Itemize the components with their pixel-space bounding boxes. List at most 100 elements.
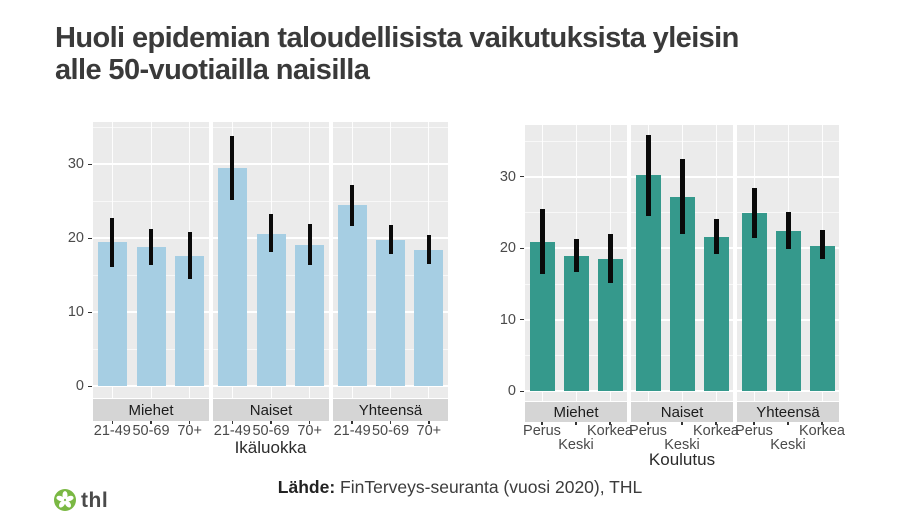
gridline-vertical: [541, 125, 543, 401]
error-bar: [110, 218, 115, 267]
bar: [256, 233, 286, 386]
facet-strip-label: Miehet: [553, 403, 599, 421]
error-bar: [388, 225, 393, 255]
x-tick-label: 50-69: [371, 423, 410, 439]
facet-strip: Naiset: [213, 399, 329, 421]
y-tick-label: 20: [67, 230, 84, 246]
error-bar: [679, 159, 685, 234]
gridline-vertical: [270, 122, 272, 398]
bar: [136, 246, 166, 386]
bar: [669, 196, 695, 391]
x-tick-label: Keski: [664, 437, 700, 453]
x-tick-label: 50-69: [132, 423, 170, 439]
bar: [597, 259, 623, 391]
facet-strip: Yhteensä: [737, 402, 839, 422]
x-tick-mark: [821, 422, 823, 425]
thl-flower-icon: [54, 489, 76, 511]
x-tick-label: Korkea: [799, 423, 845, 439]
source-caption: Lähde: FinTerveys-seuranta (vuosi 2020),…: [0, 477, 920, 498]
x-tick-mark: [111, 421, 114, 424]
gridline-major: [213, 311, 329, 313]
y-tick-mark: [88, 385, 92, 387]
error-bar: [573, 239, 579, 273]
gridline-vertical: [390, 122, 391, 398]
thl-logo: thl: [54, 489, 108, 511]
error-bar: [149, 229, 153, 265]
x-axis-title: Koulutus: [648, 450, 716, 469]
bar: [97, 242, 127, 386]
x-tick-label: 21-49: [333, 423, 371, 439]
gridline-major: [631, 247, 733, 249]
facet-panel: [333, 122, 448, 398]
bar: [414, 249, 444, 386]
gridline-vertical: [753, 125, 755, 401]
x-tick-mark: [231, 421, 234, 424]
y-tick-label: 30: [499, 168, 516, 185]
gridline-major: [93, 311, 209, 313]
gridline-vertical: [821, 125, 823, 401]
gridline-minor: [213, 349, 329, 350]
gridline-major: [333, 237, 448, 239]
gridline-vertical: [189, 122, 191, 398]
gridline-major: [631, 390, 733, 392]
bar: [635, 175, 661, 391]
x-tick-mark: [308, 421, 311, 424]
title-line-2: alle 50-vuotiailla naisilla: [55, 54, 370, 87]
error-bar: [426, 235, 431, 264]
bar: [703, 236, 729, 391]
x-tick-label: 50-69: [252, 423, 290, 439]
y-tick-mark: [88, 311, 92, 313]
x-tick-label: 70+: [297, 423, 322, 439]
gridline-vertical: [647, 125, 649, 401]
x-tick-mark: [787, 422, 789, 425]
x-tick-label: Korkea: [587, 423, 633, 439]
facet-strip: Miehet: [93, 399, 209, 421]
gridline-major: [737, 318, 839, 321]
gridline-vertical: [575, 125, 577, 401]
gridline-minor: [93, 201, 209, 202]
x-tick-mark: [351, 421, 353, 424]
bar: [217, 168, 247, 386]
x-tick-label: 21-49: [213, 423, 251, 439]
gridline-major: [213, 163, 329, 165]
gridline-major: [525, 175, 627, 178]
bar: [337, 205, 367, 386]
x-tick-label: 21-49: [93, 423, 131, 439]
gridline-minor: [525, 283, 627, 285]
source-label: Lähde:: [277, 477, 336, 497]
y-tick-mark: [520, 390, 524, 392]
gridline-minor: [525, 355, 627, 357]
error-bar: [187, 232, 192, 279]
error-bar: [645, 135, 651, 216]
x-tick-mark: [150, 421, 152, 424]
gridline-major: [525, 318, 627, 321]
x-tick-mark: [541, 422, 543, 425]
gridline-vertical: [111, 122, 113, 398]
facet-panel: [631, 125, 733, 401]
x-tick-mark: [428, 421, 430, 424]
gridline-major: [631, 175, 733, 178]
gridline-major: [93, 385, 209, 387]
title-line-1: Huoli epidemian taloudellisista vaikutuk…: [55, 22, 739, 54]
y-tick-mark: [88, 163, 92, 165]
facet-panel: [213, 122, 329, 398]
gridline-major: [333, 311, 448, 313]
error-bar: [751, 187, 757, 238]
gridline-major: [333, 385, 448, 387]
y-tick-label: 0: [75, 378, 84, 394]
y-tick-mark: [520, 319, 524, 320]
gridline-major: [525, 247, 627, 249]
x-tick-label: 70+: [177, 423, 202, 439]
y-tick-label: 10: [499, 311, 516, 328]
gridline-minor: [333, 349, 448, 350]
gridline-vertical: [231, 122, 233, 398]
y-tick-label: 30: [67, 156, 84, 172]
gridline-vertical: [609, 125, 611, 401]
bar: [563, 255, 589, 391]
gridline-minor: [737, 140, 839, 142]
gridline-major: [737, 247, 839, 249]
bar: [376, 240, 405, 386]
gridline-minor: [333, 201, 448, 202]
facet-strip-label: Yhteensä: [756, 403, 820, 421]
x-tick-mark: [681, 422, 683, 425]
